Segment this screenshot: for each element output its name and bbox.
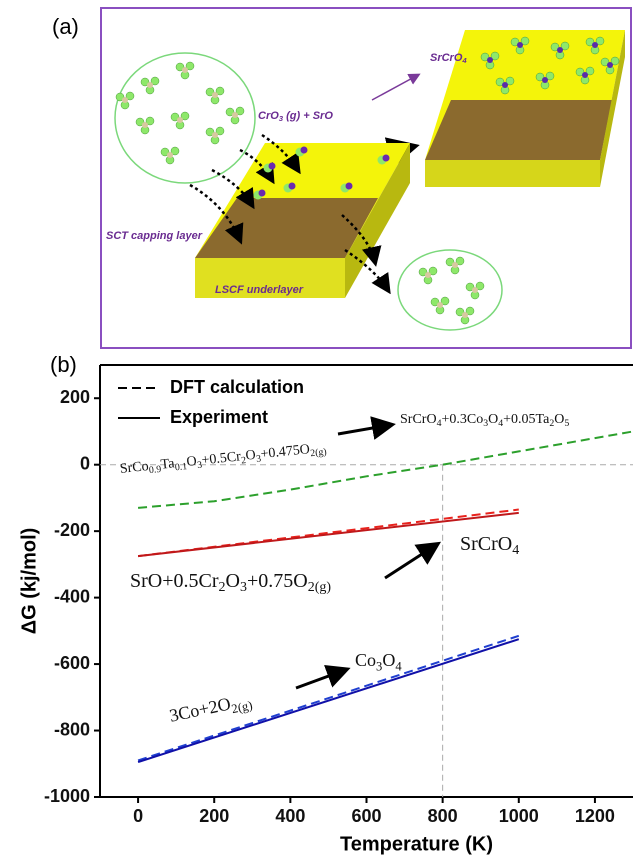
molecule-atom bbox=[212, 92, 218, 98]
text-part: +0.5Cr bbox=[201, 450, 242, 469]
annotation: SrCrO4 bbox=[460, 533, 519, 559]
molecule-atom bbox=[425, 272, 431, 278]
text-part: +0.475O bbox=[260, 442, 311, 462]
text-part: +0.75O bbox=[247, 570, 308, 592]
x-tick-label: 1200 bbox=[575, 806, 615, 826]
subscript: 2(g) bbox=[230, 698, 253, 716]
subscript: 4 bbox=[395, 659, 402, 673]
text-part: O bbox=[186, 454, 198, 470]
page: {"panel_a": {"label": "(a)", "product": … bbox=[0, 0, 633, 857]
layer-label: SCT capping layer bbox=[106, 230, 203, 242]
molecule-atom bbox=[592, 42, 598, 48]
text-part: SrCrO bbox=[460, 533, 512, 555]
text-part: CrO bbox=[258, 110, 279, 122]
x-tick-label: 600 bbox=[351, 806, 381, 826]
panel-label: (a) bbox=[52, 14, 79, 39]
y-tick-label: 0 bbox=[80, 453, 90, 473]
series-line bbox=[138, 431, 633, 507]
molecule-atom bbox=[607, 62, 613, 68]
y-tick-label: -400 bbox=[54, 586, 90, 606]
x-tick-label: 200 bbox=[199, 806, 229, 826]
y-tick-label: -1000 bbox=[44, 786, 90, 806]
text-part: Co bbox=[355, 650, 376, 670]
figure: (a) SrCrO4 CrO3 (g) + SrO SCT capping la… bbox=[0, 0, 633, 857]
x-tick-label: 1000 bbox=[499, 806, 539, 826]
molecule-atom bbox=[502, 82, 508, 88]
text-part: O bbox=[226, 570, 240, 592]
molecule-atom bbox=[122, 97, 128, 103]
molecule-atom bbox=[517, 42, 523, 48]
arrow bbox=[372, 75, 418, 100]
y-tick-label: 200 bbox=[60, 387, 90, 407]
molecule-atom bbox=[182, 67, 188, 73]
subscript: 4 bbox=[512, 543, 519, 558]
product-label: SrCrO4 bbox=[430, 52, 467, 65]
text-part: SrO+0.5Cr bbox=[130, 570, 219, 592]
layer-label: LSCF underlayer bbox=[215, 284, 304, 296]
molecule-atom bbox=[301, 147, 308, 154]
legend-label: Experiment bbox=[170, 407, 268, 427]
y-tick-label: -200 bbox=[54, 520, 90, 540]
panel-label: (b) bbox=[50, 352, 77, 377]
text-part: SrCo bbox=[119, 459, 149, 477]
y-tick-label: -800 bbox=[54, 719, 90, 739]
molecule-atom bbox=[542, 77, 548, 83]
subscript: 4 bbox=[461, 56, 467, 65]
annotation: SrO+0.5Cr2O3+0.75O2(g) bbox=[130, 570, 331, 596]
molecule-atom bbox=[557, 47, 563, 53]
text-part: SrCrO bbox=[400, 412, 437, 427]
annotation: SrCrO4+0.3Co3O4+0.05Ta2O5 bbox=[400, 412, 569, 429]
molecule-atom bbox=[212, 132, 218, 138]
text-part: 3Co+2O bbox=[168, 693, 233, 725]
subscript: 2(g) bbox=[308, 580, 332, 595]
subscript: 2(g) bbox=[310, 447, 327, 460]
text-part: O bbox=[488, 412, 498, 427]
molecule-atom bbox=[289, 183, 296, 190]
text-part: O bbox=[554, 412, 564, 427]
text-part: +0.3Co bbox=[441, 412, 483, 427]
x-tick-label: 400 bbox=[275, 806, 305, 826]
x-tick-label: 800 bbox=[428, 806, 458, 826]
molecule-atom bbox=[142, 122, 148, 128]
text-part: O bbox=[382, 650, 395, 670]
molecule-atom bbox=[177, 117, 183, 123]
molecule-atom bbox=[437, 302, 443, 308]
legend-label: DFT calculation bbox=[170, 377, 304, 397]
molecule-atom bbox=[472, 287, 478, 293]
molecule-atom bbox=[269, 163, 276, 170]
molecule-atom bbox=[232, 112, 238, 118]
subscript: 2 bbox=[219, 580, 226, 595]
series-line bbox=[138, 636, 519, 761]
subscript: 5 bbox=[564, 418, 569, 429]
molecule-atom bbox=[452, 262, 458, 268]
molecule-atom bbox=[383, 155, 390, 162]
text-part: O bbox=[245, 448, 257, 464]
reactant-label: CrO3 (g) + SrO bbox=[258, 110, 333, 123]
subscript: 3 bbox=[240, 580, 247, 595]
molecule-atom bbox=[167, 152, 173, 158]
annotation: SrCo0.9Ta0.1O3+0.5Cr2O3+0.475O2(g) bbox=[119, 441, 327, 480]
molecule-atom bbox=[147, 82, 153, 88]
molecule-atom bbox=[582, 72, 588, 78]
x-axis-title: Temperature (K) bbox=[340, 833, 493, 855]
molecule-atom bbox=[462, 312, 468, 318]
text-part: +0.05Ta bbox=[503, 412, 550, 427]
annotation: 3Co+2O2(g) bbox=[168, 689, 254, 729]
text-part: (g) + SrO bbox=[283, 110, 333, 122]
molecule-atom bbox=[259, 190, 266, 197]
text-part: SrCrO bbox=[430, 52, 463, 64]
annotation: Co3O4 bbox=[355, 650, 402, 673]
y-axis-title: ΔG (kj/mol) bbox=[18, 528, 40, 635]
molecule-atom bbox=[487, 57, 493, 63]
x-tick-label: 0 bbox=[133, 806, 143, 826]
y-tick-label: -600 bbox=[54, 653, 90, 673]
molecule-atom bbox=[346, 183, 353, 190]
